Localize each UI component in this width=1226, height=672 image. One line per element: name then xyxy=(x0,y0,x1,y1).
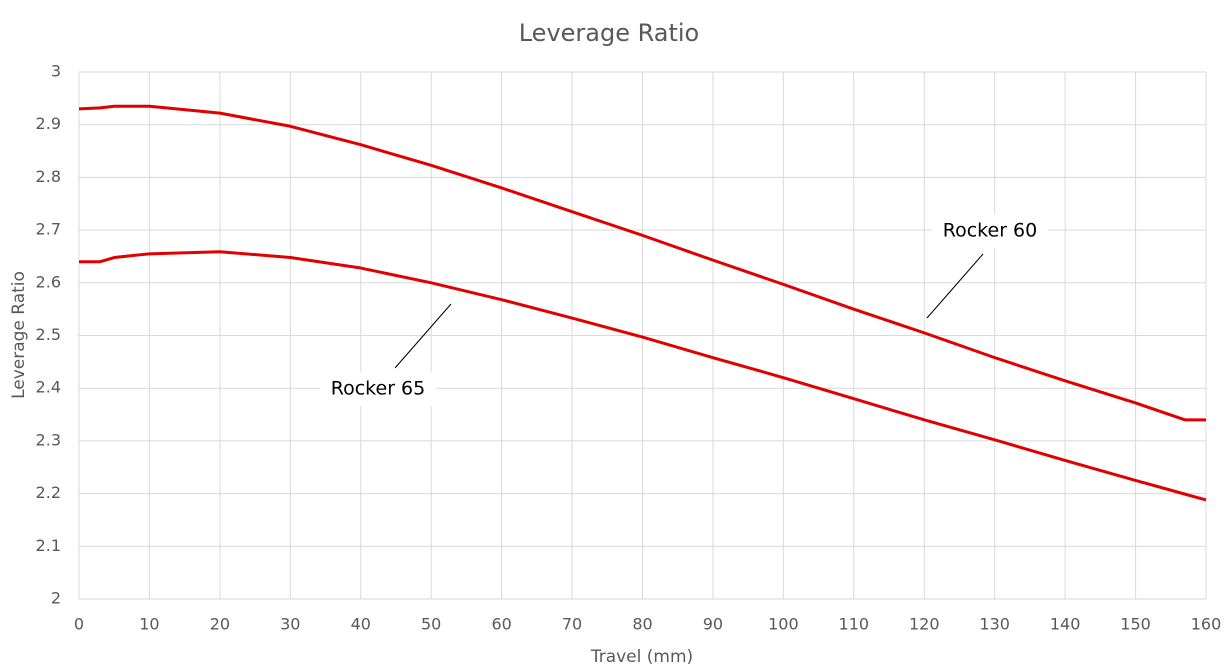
y-tick-label: 3 xyxy=(51,62,61,81)
x-tick-label: 40 xyxy=(351,615,371,634)
annotations: Rocker 60 Rocker 65 xyxy=(320,214,1048,406)
series-line xyxy=(79,250,1207,502)
series-line xyxy=(78,104,1206,422)
annotation-box xyxy=(320,372,436,406)
x-tick-label: 60 xyxy=(491,615,511,634)
x-tick-label: 70 xyxy=(562,615,582,634)
y-tick-label: 2.2 xyxy=(36,483,61,502)
y-tick-label: 2.9 xyxy=(36,114,61,133)
annotation: Rocker 65 xyxy=(331,378,425,400)
y-tick-label: 2.6 xyxy=(36,272,61,291)
x-tick-label: 90 xyxy=(703,615,723,634)
x-tick-label: 160 xyxy=(1191,615,1222,634)
x-tick-label: 20 xyxy=(210,615,230,634)
leader-line xyxy=(926,253,984,319)
x-tick-label: 0 xyxy=(74,615,84,634)
x-tick-label: 30 xyxy=(280,615,300,634)
y-tick-label: 2.3 xyxy=(36,430,61,449)
lines xyxy=(78,104,1207,502)
chart-title: Leverage Ratio xyxy=(519,19,700,47)
x-tick-label: 150 xyxy=(1120,615,1151,634)
y-tick-label: 2 xyxy=(51,589,61,608)
x-tick-label: 110 xyxy=(839,615,870,634)
y-tick-label: 2.5 xyxy=(36,325,61,344)
x-tick-label: 50 xyxy=(421,615,441,634)
y-tick-label: 2.7 xyxy=(36,220,61,239)
x-tick-label: 100 xyxy=(768,615,799,634)
x-tick-label: 130 xyxy=(979,615,1010,634)
x-tick-label: 10 xyxy=(139,615,159,634)
x-axis-label: Travel (mm) xyxy=(590,647,693,667)
y-axis-label: Leverage Ratio xyxy=(9,271,29,399)
leader-line xyxy=(394,303,452,369)
y-tick-label: 2.4 xyxy=(36,378,61,397)
y-tick-label: 2.1 xyxy=(36,536,61,555)
x-tick-label: 120 xyxy=(909,615,940,634)
grid xyxy=(78,71,1207,600)
y-tick-label: 2.8 xyxy=(36,167,61,186)
annotation: Rocker 60 xyxy=(943,220,1037,242)
annotation-box xyxy=(932,214,1048,248)
x-tick-label: 140 xyxy=(1050,615,1081,634)
x-tick-label: 80 xyxy=(632,615,652,634)
